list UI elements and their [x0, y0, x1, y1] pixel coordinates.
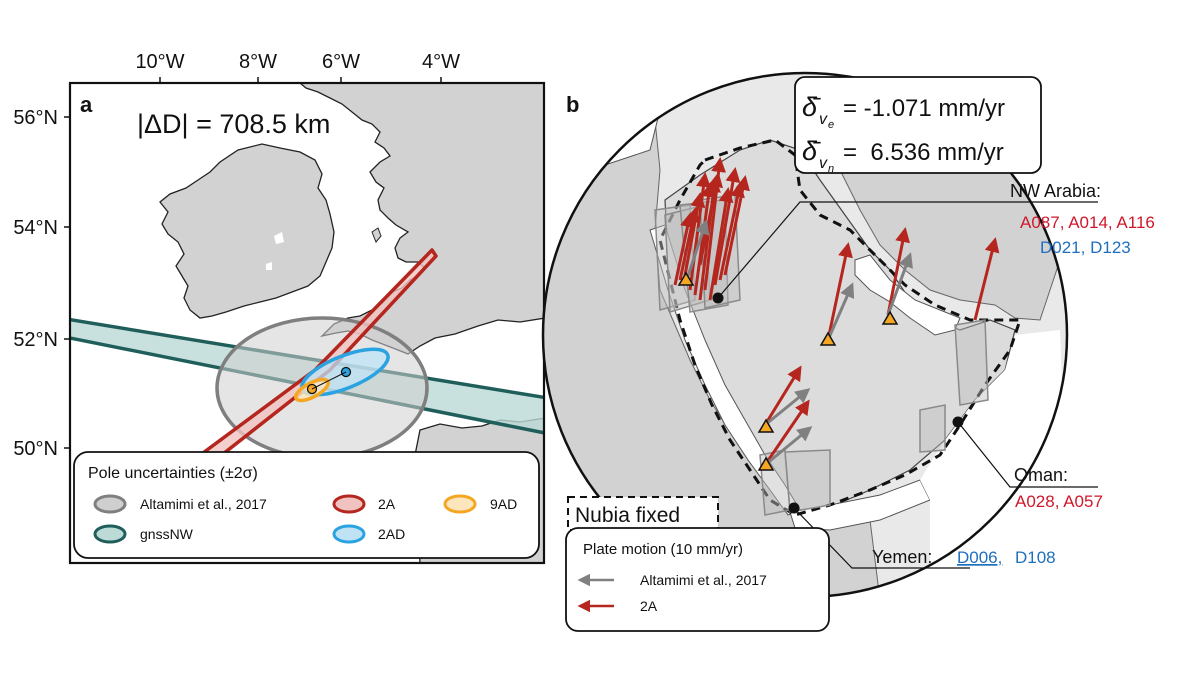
region-nw-arabia-red: A087, A014, A116	[1020, 213, 1155, 232]
region-nw-arabia-name: NW Arabia:	[1010, 181, 1101, 201]
legend-swatch	[93, 494, 127, 514]
stat-subsub: n	[828, 163, 834, 175]
region-yemen-name: Yemen:	[872, 547, 932, 567]
panel-a-legend: Pole uncertainties (±2σ) Altamimi et al.…	[73, 451, 540, 559]
stat-value: = -1.071 mm/yr	[843, 95, 1005, 122]
lat-tick-label: 56°N	[13, 107, 58, 129]
lon-tick-label: 10°W	[135, 51, 184, 73]
legend-swatch	[443, 494, 477, 514]
stat-symbol: δ̄	[802, 136, 821, 166]
legend-swatch	[93, 524, 127, 544]
panel-b-legend: Plate motion (10 mm/yr) Altamimi et al.,…	[565, 527, 830, 632]
lake	[274, 232, 284, 244]
panel-a-label: a	[80, 92, 93, 117]
legend-a-item-label: 2AD	[378, 526, 405, 542]
legend-b-item-label: 2A	[640, 598, 658, 614]
nubia-fixed-label: Nubia fixed	[575, 504, 680, 527]
lat-tick-label: 52°N	[13, 329, 58, 351]
arrows-altamimi	[684, 219, 913, 467]
region-oman-name: Oman:	[1014, 465, 1068, 485]
legend-swatch	[332, 494, 366, 514]
region-nw-arabia-blue: D021, D123	[1040, 238, 1131, 257]
stat-sub: v	[819, 155, 828, 172]
region-oman-red: A028, A057	[1015, 492, 1103, 511]
legend-b-title: Plate motion (10 mm/yr)	[583, 541, 743, 558]
legend-a-item-label: Altamimi et al., 2017	[140, 496, 267, 512]
lon-tick-label: 6°W	[322, 51, 360, 73]
lon-tick-label: 8°W	[239, 51, 277, 73]
stat-sub: v	[819, 111, 828, 128]
isle-of-man	[371, 227, 382, 243]
legend-a-item-label: 2A	[378, 496, 396, 512]
stat-value: = 6.536 mm/yr	[843, 139, 1004, 166]
panel-a-map: 10°W 8°W 6°W 4°W 56°N 54°N 52°N 50°N a |…	[13, 51, 546, 565]
legend-swatch	[332, 524, 366, 544]
delta-d-text: |ΔD| = 708.5 km	[137, 109, 330, 139]
legend-a-title: Pole uncertainties (±2σ)	[88, 465, 258, 482]
stats-box: δ̄ v e = -1.071 mm/yr δ̄ v n = 6.536 mm/…	[794, 76, 1042, 175]
legend-a-item-label: 9AD	[490, 496, 517, 512]
panel-b-label: b	[566, 92, 579, 117]
lat-tick-label: 54°N	[13, 217, 58, 239]
arabia-plate-boundary	[658, 138, 1023, 517]
pole-separation-line	[311, 371, 347, 390]
lon-tick-label: 4°W	[422, 51, 460, 73]
panel-a-lon-ticks	[159, 77, 442, 83]
panel-b-globe: b δ̄ v e = -1.071 mm/yr δ̄ v n = 6.536 m…	[541, 71, 1155, 632]
legend-b-item-label: Altamimi et al., 2017	[640, 572, 767, 588]
lat-tick-label: 50°N	[13, 438, 58, 460]
station-triangles	[677, 271, 899, 471]
region-yemen-blue-b: D108	[1015, 548, 1056, 567]
ireland-land	[159, 143, 335, 319]
panel-a-lat-ticks	[64, 116, 70, 449]
lake	[332, 186, 350, 200]
stat-symbol: δ̄	[802, 92, 821, 122]
region-yemen-blue-a: D006,	[957, 548, 1002, 567]
lake	[266, 262, 272, 270]
stat-subsub: e	[828, 119, 834, 131]
legend-a-item-label: gnssNW	[140, 526, 194, 542]
arrows-2a	[673, 157, 1000, 466]
